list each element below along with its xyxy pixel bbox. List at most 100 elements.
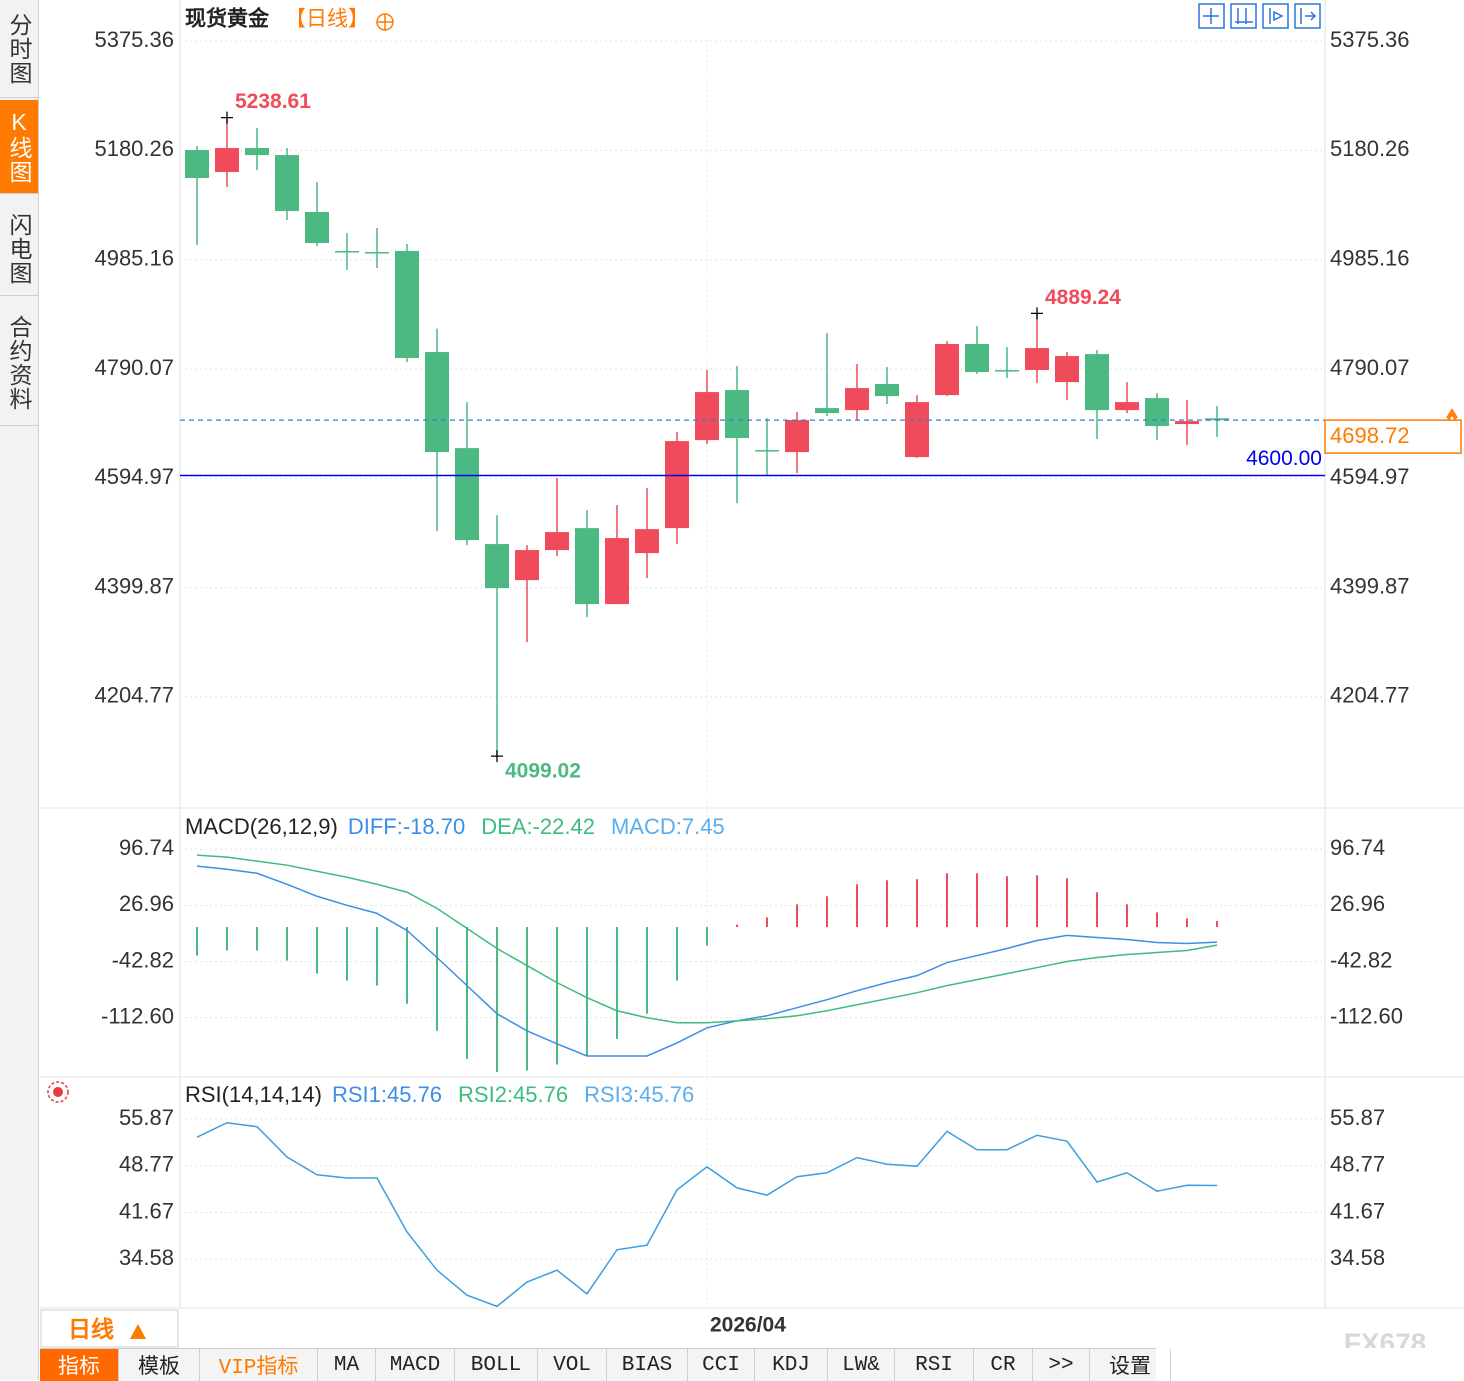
tab[interactable]: 分时图 [0,0,38,98]
toolbar-item[interactable]: VIP指标 [200,1349,318,1381]
y-tick-label-right: 5180.26 [1330,136,1410,161]
candle-up [215,148,239,173]
extreme-label: 5238.61 [235,90,311,113]
y-tick-label: 4204.77 [94,683,174,708]
candle-up [1025,348,1049,371]
sidebar: 分时图 K线图 闪电图 合约资料 [0,0,39,1380]
y-tick-label-right: -42.82 [1330,947,1392,972]
candle-down [305,212,329,244]
toolbar-item[interactable]: CCI [688,1349,755,1381]
toolbar-item[interactable]: 模板 [119,1349,200,1381]
candle-up [665,441,689,529]
panel: -112.60 -112.60 -42.82 -42.82 26.96 26.96 96.7… [101,810,1403,1076]
extreme-label: 4889.24 [1045,286,1121,309]
toolbar-item[interactable]: MA [318,1349,376,1381]
candle-down [725,390,749,439]
y-tick-label-right: 34.58 [1330,1245,1385,1270]
candle-down [965,344,989,373]
tab[interactable]: 闪电图 [0,203,38,296]
candle-up [605,538,629,605]
candle-up [695,392,719,441]
legend-entry: DIFF:-18.70 [348,814,465,839]
indicator-line [196,865,1218,1057]
candle-up [515,550,539,581]
candle-down [275,155,299,212]
tab-active[interactable]: K线图 [0,100,38,194]
candle-down [245,148,269,156]
toolbar-item[interactable]: BOLL [455,1349,538,1381]
toolbar-item[interactable]: CR [974,1349,1033,1381]
candle-down [815,408,839,414]
rsi-line [196,1121,1218,1308]
candle-down [575,528,599,605]
candle-down [995,370,1019,372]
y-tick-label-right: 96.74 [1330,835,1385,860]
y-tick-label: 5375.36 [94,27,174,52]
period-button[interactable] [40,1309,179,1348]
candle-up [545,532,569,551]
period-arrow[interactable] [130,1324,146,1339]
candle-down [875,384,899,397]
tool-icons[interactable] [1198,3,1321,29]
indicator-icon[interactable] [47,1081,69,1103]
toolbar-item[interactable]: 设置 [1090,1349,1171,1381]
toolbar-item[interactable]: LW& [828,1349,895,1381]
y-tick-label-right: 4594.97 [1330,464,1410,489]
candle-down [395,250,419,359]
toolbar-item[interactable]: >> [1033,1349,1090,1381]
extreme-marker [1031,307,1043,320]
legend-entry: DEA:-22.42 [481,814,595,839]
candle-down [335,251,359,253]
candle-down [1085,354,1109,411]
y-tick-label: 48.77 [119,1152,174,1177]
candle-down [755,450,779,452]
price-arrow [1446,408,1458,423]
last-price-label: 4698.72 [1330,423,1410,448]
y-tick-label: -112.60 [101,1004,174,1029]
y-tick-label-right: 4399.87 [1330,573,1410,598]
y-tick-label: 34.58 [119,1245,174,1270]
candle-up [1115,402,1139,411]
y-tick-label-right: 4204.77 [1330,683,1410,708]
y-tick-label: 5180.26 [94,136,174,161]
legend-entry: MACD:7.45 [611,814,725,839]
toolbar-item[interactable]: 指标 [40,1349,119,1381]
y-tick-label: 4594.97 [94,464,174,489]
title-icon[interactable] [376,13,394,31]
y-tick-label-right: 26.96 [1330,891,1385,916]
candle-up [785,420,809,453]
toolbar-item[interactable]: MACD [376,1349,455,1381]
toolbar-item[interactable]: KDJ [755,1349,828,1381]
extreme-marker [491,750,503,763]
y-tick-label-right: 4790.07 [1330,355,1410,380]
reference-label: 4600.00 [1246,447,1322,470]
indicator-title: MACD(26,12,9) [185,814,338,839]
chart: 现货黄金 【日线】 日线 FX678 4204.77 4204.77 4399.87… [40,0,1464,1348]
tab[interactable]: 合约资料 [0,300,38,426]
candle-up [635,529,659,554]
candle-down [1145,398,1169,427]
legend-entry: RSI3:45.76 [584,1082,694,1107]
last-price-box [1324,419,1462,454]
legend-entry: RSI2:45.76 [458,1082,568,1107]
y-tick-label: 4399.87 [94,573,174,598]
period-button-label[interactable]: 日线 [68,1316,114,1342]
y-tick-label: -42.82 [112,947,174,972]
y-tick-label-right: -112.60 [1330,1004,1403,1029]
legend-entry: RSI1:45.76 [332,1082,442,1107]
y-tick-label-right: 41.67 [1330,1198,1385,1223]
candle-up [905,402,929,458]
toolbar-item[interactable]: BIAS [607,1349,688,1381]
toolbar-item[interactable]: RSI [895,1349,974,1381]
y-tick-label-right: 48.77 [1330,1152,1385,1177]
y-tick-label: 26.96 [119,891,174,916]
panel: 4204.77 4204.77 4399.87 4399.87 4594.97 4594.… [94,27,1462,808]
candle-down [455,448,479,541]
y-tick-label: 96.74 [119,835,174,860]
candle-down [425,352,449,453]
y-tick-label-right: 4985.16 [1330,245,1410,270]
extreme-marker [221,111,233,124]
toolbar-item[interactable]: VOL [538,1349,607,1381]
candle-up [935,344,959,396]
